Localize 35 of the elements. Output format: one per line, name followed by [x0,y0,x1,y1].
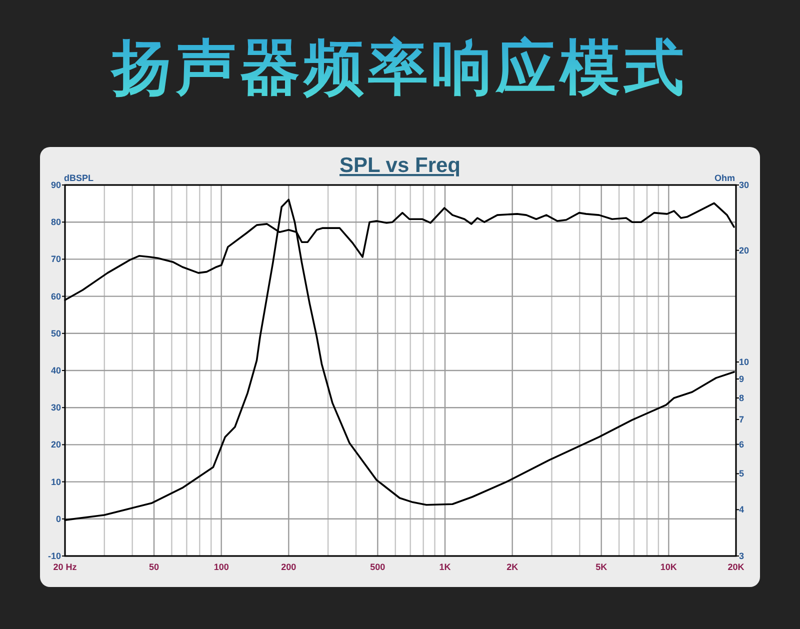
y-tick-label: -10 [48,551,61,561]
y-tick-label: 30 [739,180,750,190]
y-tick-label: 10 [50,476,61,487]
y-tick-label: 7 [739,414,744,424]
y-tick-label: 20 [50,440,61,450]
y-tick-label: 30 [50,402,61,413]
chart-title: 扬声器频率响应模式 [110,34,688,101]
x-tick-label: 100 [214,562,229,572]
y-tick-label: 0 [56,514,61,524]
y-tick-label: 20 [739,245,750,256]
x-tick-label: 1K [439,562,452,572]
x-tick-label: 5K [596,562,608,572]
y-tick-label: 50 [50,328,61,338]
y-tick-label: 10 [739,357,750,368]
y-tick-label: 6 [739,439,744,450]
y-tick-label: 80 [50,217,61,228]
y-tick-label: 40 [50,366,61,376]
x-tick-label: 10K [660,562,678,572]
y-tick-label: 9 [739,374,744,384]
x-tick-label: 50 [149,562,160,572]
y-tick-label: 3 [739,551,744,561]
y-axis-title: Ohm [714,173,735,183]
chart-subtitle: SPL vs Freq [340,154,460,177]
x-tick-label: 500 [370,562,386,572]
x-tick-label: 20 Hz [53,562,78,572]
y-tick-label: 5 [739,468,744,479]
x-tick-label: 2K [506,562,519,572]
y-tick-label: 90 [50,180,61,190]
y-tick-label: 70 [50,254,61,264]
y-tick-label: 60 [50,291,61,302]
x-tick-label: 200 [281,562,296,572]
y-tick-label: 8 [739,392,744,403]
y-axis-title: dBSPL [64,173,94,183]
x-tick-label: 20K [728,562,745,572]
y-tick-label: 4 [739,504,744,515]
